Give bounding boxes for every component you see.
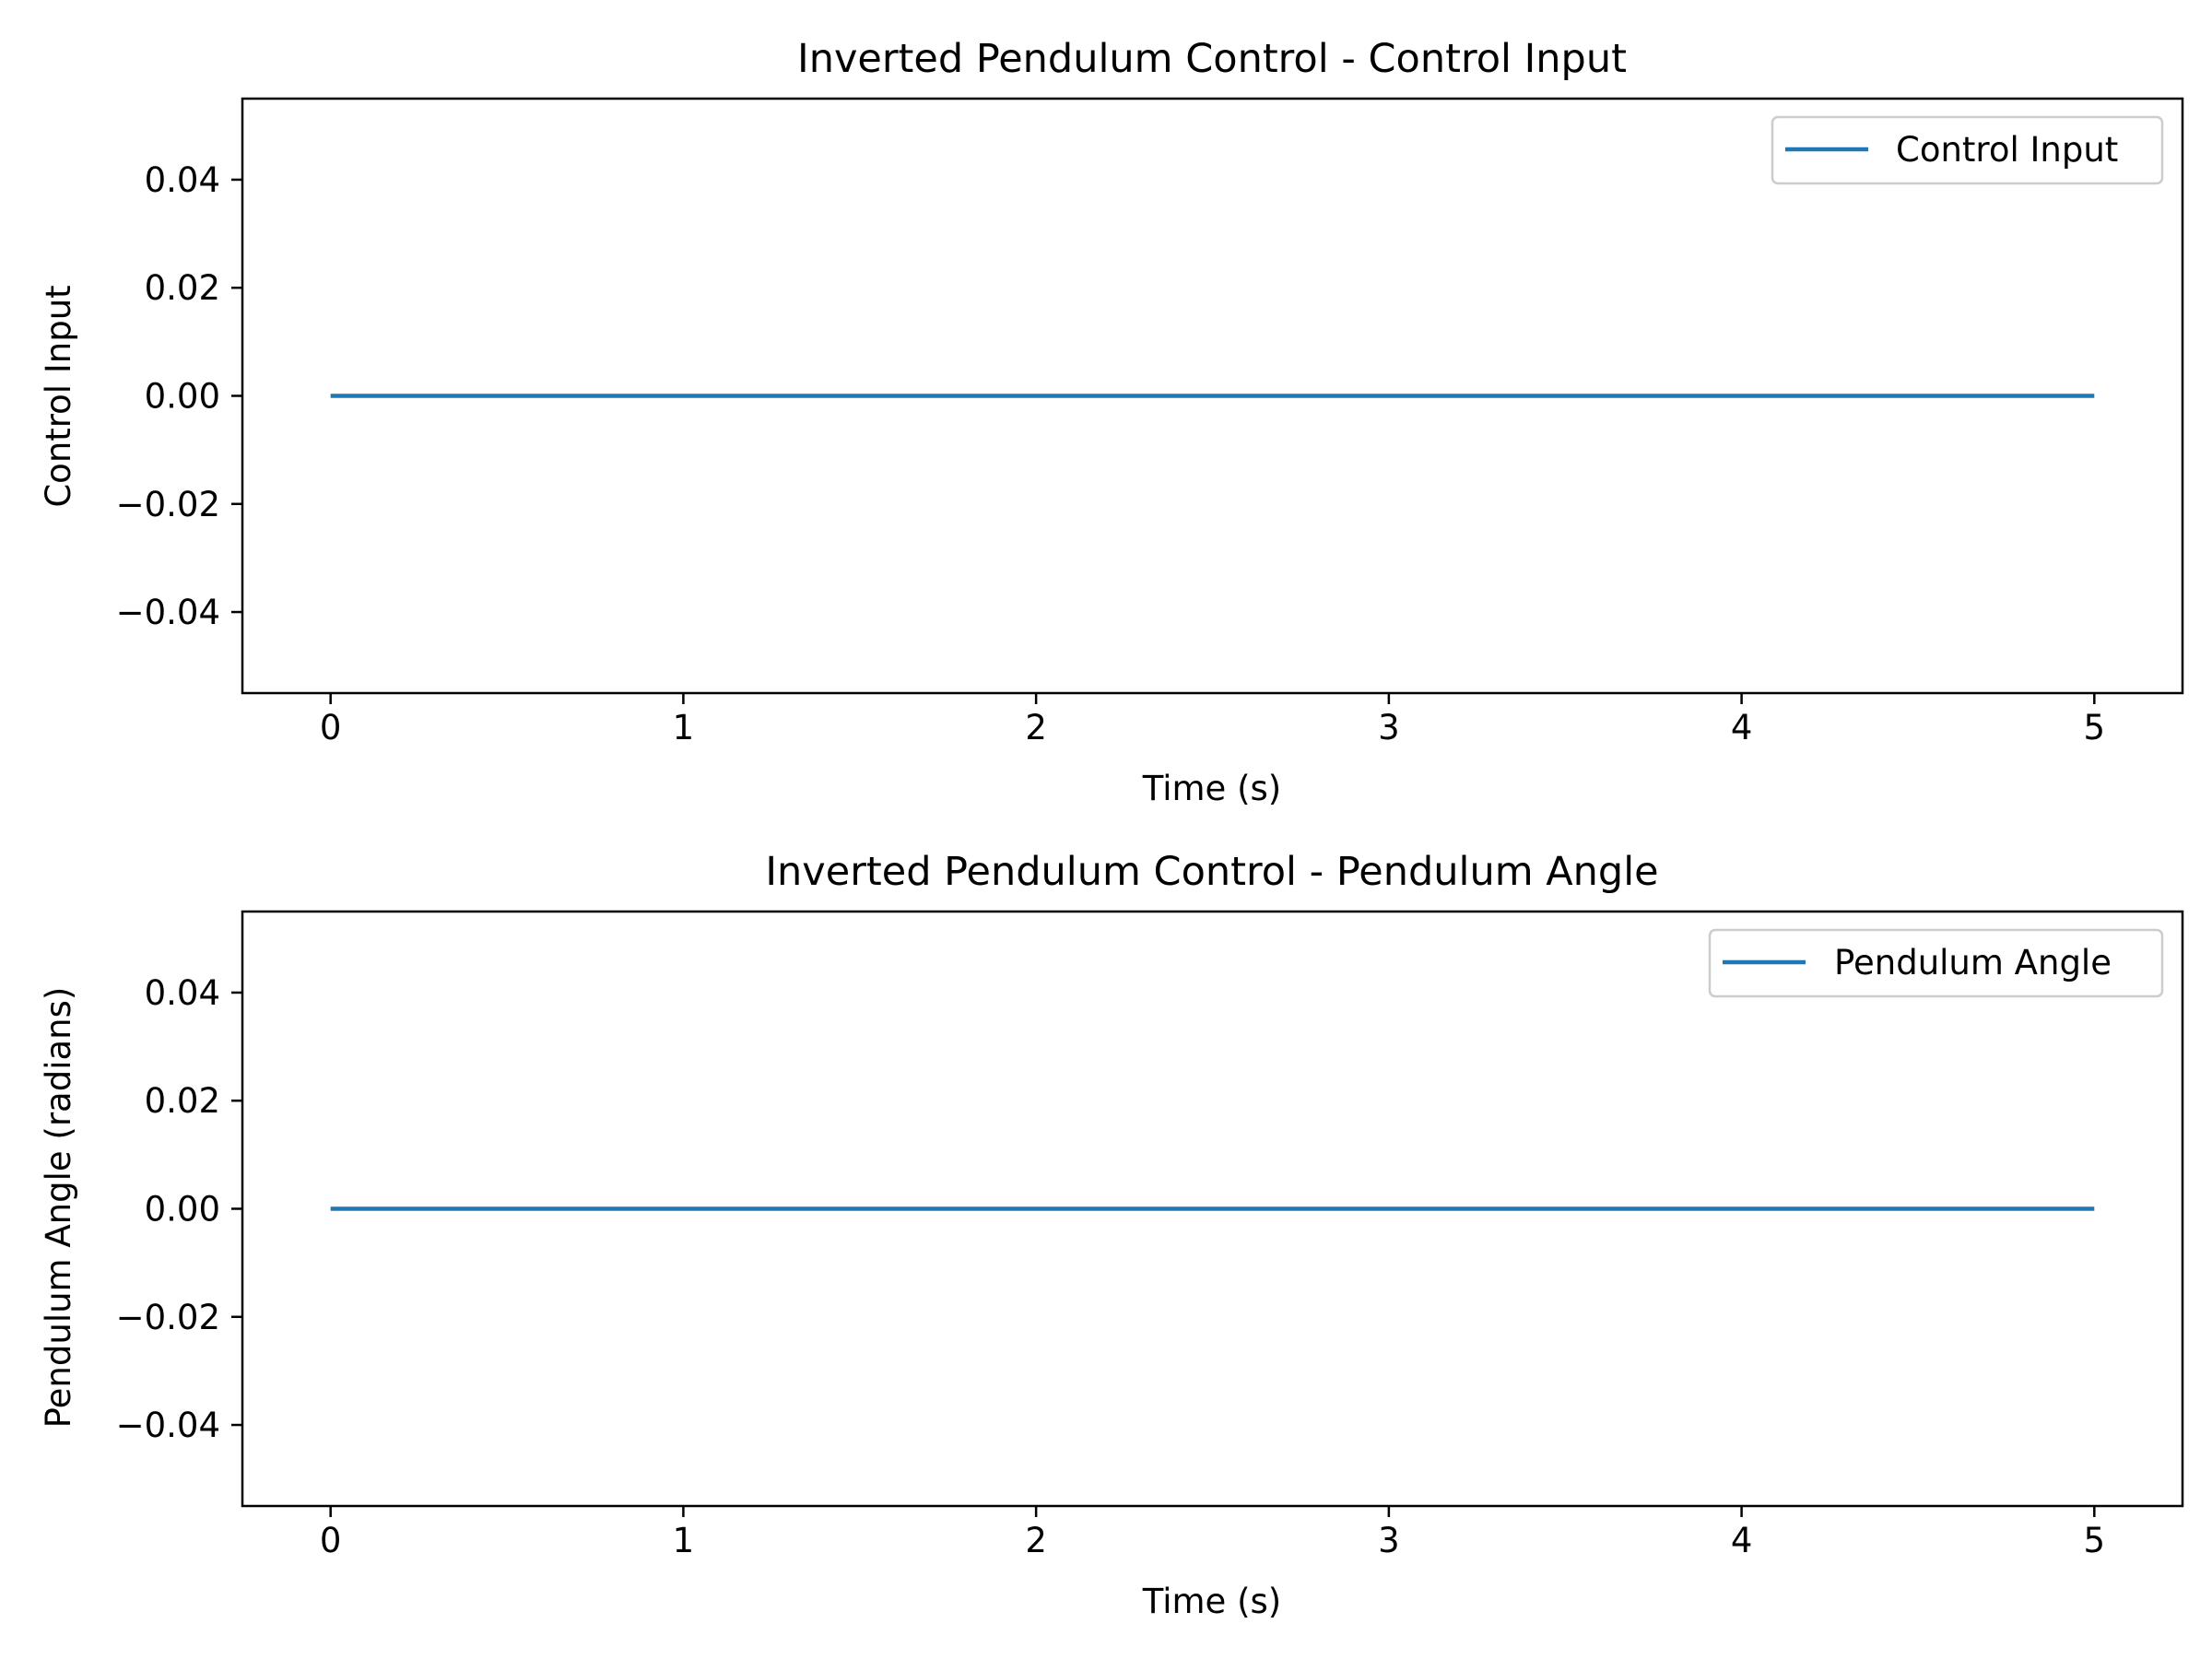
legend: Pendulum Angle [1708,928,2164,998]
legend-label: Pendulum Angle [1834,943,2112,982]
legend-label: Control Input [1896,130,2118,170]
x-tick-label: 0 [320,708,342,747]
plot-frame [241,910,2184,1508]
y-tick-label: 0.02 [145,1081,220,1121]
x-tick-label: 3 [1378,1521,1400,1560]
legend-frame [1771,115,2164,185]
x-tick-label: 5 [2084,708,2106,747]
chart-title: Inverted Pendulum Control - Pendulum Ang… [765,849,1658,895]
y-tick-label: 0.04 [145,973,220,1013]
tick-layer: 0 1 2 3 4 5 0.04 0.02 0.00 −0.02 −0.04 [116,973,2105,1560]
y-axis-label: Pendulum Angle (radians) [39,987,78,1429]
plot-frame [241,97,2184,695]
tick-layer: 0 1 2 3 4 5 0.04 0.02 0.00 −0.02 −0.04 [116,160,2105,747]
x-tick-label: 0 [320,1521,342,1560]
x-tick-label: 3 [1378,708,1400,747]
y-tick-label: 0.04 [145,160,220,200]
y-axis-label: Control Input [39,285,78,507]
y-tick-label: −0.04 [116,1406,220,1445]
x-tick-label: 4 [1731,1521,1753,1560]
legend-frame [1708,928,2164,998]
subplot-control-input: Inverted Pendulum Control - Control Inpu… [39,36,2184,808]
y-tick-label: 0.00 [145,377,220,417]
x-tick-label: 2 [1025,708,1047,747]
x-axis-label: Time (s) [1142,769,1281,808]
y-tick-label: −0.02 [116,1298,220,1337]
x-tick-label: 4 [1731,708,1753,747]
x-axis-label: Time (s) [1142,1582,1281,1621]
x-tick-label: 5 [2084,1521,2106,1560]
y-tick-label: −0.04 [116,593,220,632]
chart-title: Inverted Pendulum Control - Control Inpu… [797,36,1627,82]
x-tick-label: 1 [673,1521,695,1560]
y-tick-label: 0.00 [145,1190,220,1230]
legend: Control Input [1771,115,2164,185]
subplot-pendulum-angle: Inverted Pendulum Control - Pendulum Ang… [39,849,2184,1621]
y-tick-label: 0.02 [145,268,220,308]
x-tick-label: 2 [1025,1521,1047,1560]
y-tick-label: −0.02 [116,485,220,524]
x-tick-label: 1 [673,708,695,747]
